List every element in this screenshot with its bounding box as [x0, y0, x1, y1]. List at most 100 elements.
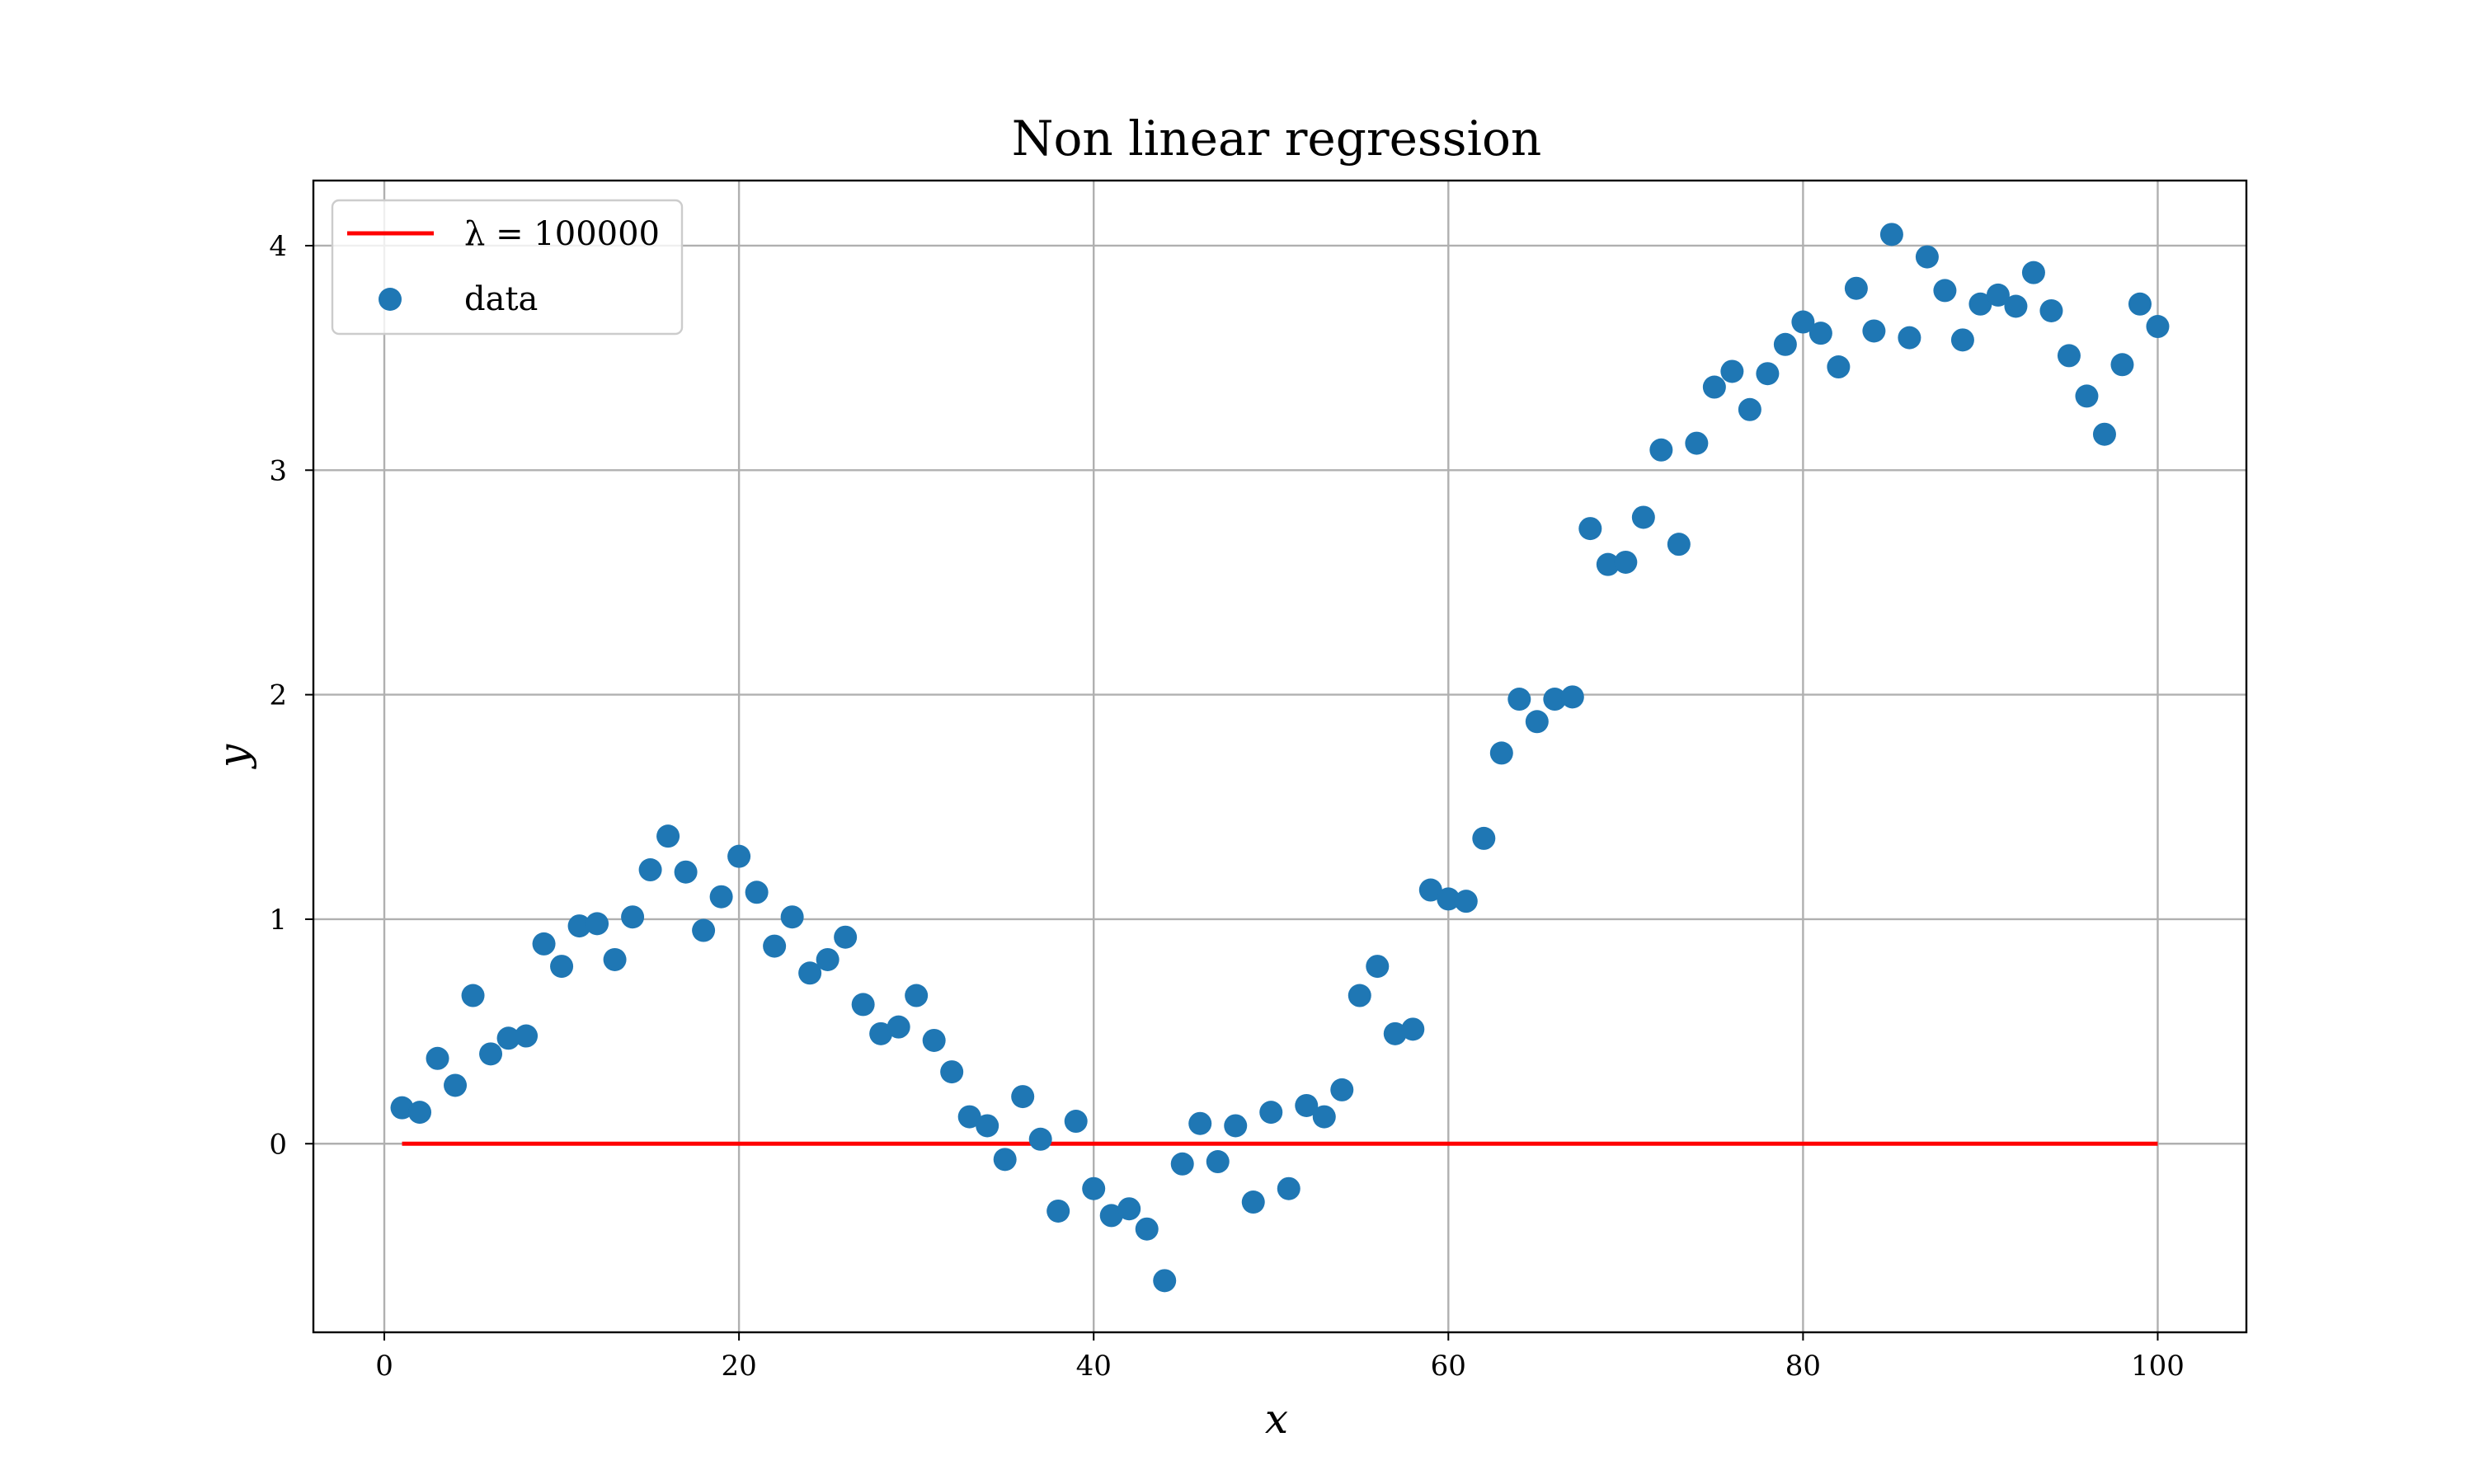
- data-point: [1011, 1085, 1035, 1109]
- data-point: [1596, 552, 1620, 576]
- data-point: [1153, 1269, 1177, 1293]
- data-point: [1028, 1127, 1052, 1151]
- plot-frame: [312, 179, 2248, 1334]
- data-point: [1933, 279, 1957, 303]
- data-point: [479, 1042, 503, 1066]
- y-tick-label: 1: [269, 904, 287, 937]
- data-point: [2110, 353, 2134, 377]
- legend-label-fit: λ = 100000: [464, 215, 660, 253]
- data-point: [1543, 688, 1567, 711]
- data-point: [1879, 223, 1903, 247]
- x-tick-label: 40: [1076, 1350, 1112, 1383]
- data-point: [496, 1026, 520, 1050]
- data-point: [1720, 359, 1744, 383]
- y-tick-label: 0: [269, 1128, 287, 1161]
- x-tick-label: 80: [1785, 1350, 1821, 1383]
- data-point: [1330, 1078, 1354, 1101]
- data-point: [851, 993, 875, 1017]
- data-point: [1312, 1105, 1336, 1129]
- data-point: [940, 1060, 964, 1084]
- data-point: [2021, 261, 2045, 284]
- data-point: [1047, 1199, 1070, 1223]
- data-point: [1808, 322, 1832, 345]
- data-point: [2092, 422, 2116, 446]
- data-point: [2146, 315, 2170, 339]
- data-point: [1631, 505, 1655, 529]
- data-point: [1366, 955, 1390, 979]
- series-layer: [390, 223, 2170, 1293]
- data-point: [816, 947, 840, 971]
- data-point: [1950, 328, 1974, 352]
- x-tick-label: 0: [375, 1350, 393, 1383]
- data-point: [1099, 1204, 1123, 1228]
- data-point: [567, 914, 591, 938]
- data-point: [1791, 310, 1815, 334]
- x-axis-label: x: [1265, 1395, 1288, 1443]
- data-point: [1082, 1176, 1106, 1200]
- data-point: [1685, 431, 1709, 455]
- data-point: [1968, 292, 1992, 316]
- data-point: [1915, 245, 1939, 269]
- ticks: 0 20 40 60 80 100 0 1 2 3 4: [269, 230, 2185, 1383]
- data-point: [976, 1114, 999, 1138]
- data-point: [461, 984, 485, 1007]
- legend: λ = 100000 data: [331, 199, 684, 336]
- data-point: [1348, 984, 1371, 1007]
- data-point: [887, 1015, 910, 1039]
- data-point: [1773, 332, 1797, 356]
- y-axis-label: y: [209, 744, 257, 769]
- data-point: [834, 925, 858, 949]
- data-point: [1295, 1093, 1319, 1117]
- data-point: [1649, 438, 1673, 462]
- data-point: [2075, 384, 2099, 408]
- data-point: [1702, 375, 1726, 399]
- legend-label-data: data: [464, 280, 538, 318]
- data-point: [1844, 276, 1868, 300]
- data-point: [515, 1024, 539, 1048]
- data-point: [532, 932, 556, 956]
- data-point: [2004, 294, 2028, 318]
- data-point: [390, 1096, 414, 1120]
- data-point: [1827, 355, 1851, 379]
- data-point: [1401, 1017, 1425, 1041]
- data-point: [1224, 1114, 1248, 1138]
- data-point: [1862, 319, 1886, 343]
- data-point: [1188, 1111, 1212, 1135]
- data-point: [957, 1105, 981, 1129]
- data-point: [1756, 362, 1780, 386]
- data-point: [1489, 741, 1513, 765]
- data-point: [408, 1101, 432, 1125]
- x-tick-label: 100: [2131, 1350, 2185, 1383]
- data-point: [1454, 890, 1478, 913]
- data-point: [444, 1073, 468, 1097]
- data-point: [1507, 688, 1531, 711]
- y-tick-label: 4: [269, 230, 287, 263]
- y-tick-label: 3: [269, 454, 287, 487]
- data-point: [1259, 1101, 1283, 1125]
- data-point: [1472, 826, 1496, 850]
- data-point: [1578, 517, 1602, 541]
- data-point: [745, 881, 769, 904]
- data-point: [2057, 344, 2081, 368]
- data-point: [1241, 1190, 1265, 1214]
- data-point: [692, 918, 716, 942]
- y-tick-label: 2: [269, 679, 287, 712]
- data-point: [993, 1148, 1017, 1172]
- data-point: [1277, 1176, 1300, 1200]
- data-point: [1437, 887, 1460, 911]
- data-point: [905, 984, 929, 1007]
- data-point: [869, 1021, 893, 1045]
- x-tick-label: 20: [721, 1350, 756, 1383]
- data-point: [1383, 1021, 1407, 1045]
- data-point: [798, 961, 822, 985]
- data-point: [550, 955, 574, 979]
- data-point: [1614, 550, 1638, 574]
- data-point: [2128, 292, 2152, 316]
- x-tick-label: 60: [1431, 1350, 1466, 1383]
- data-point: [922, 1028, 946, 1052]
- data-point: [709, 885, 733, 909]
- data-point: [780, 905, 804, 929]
- data-point: [1170, 1152, 1194, 1176]
- data-point: [603, 947, 627, 971]
